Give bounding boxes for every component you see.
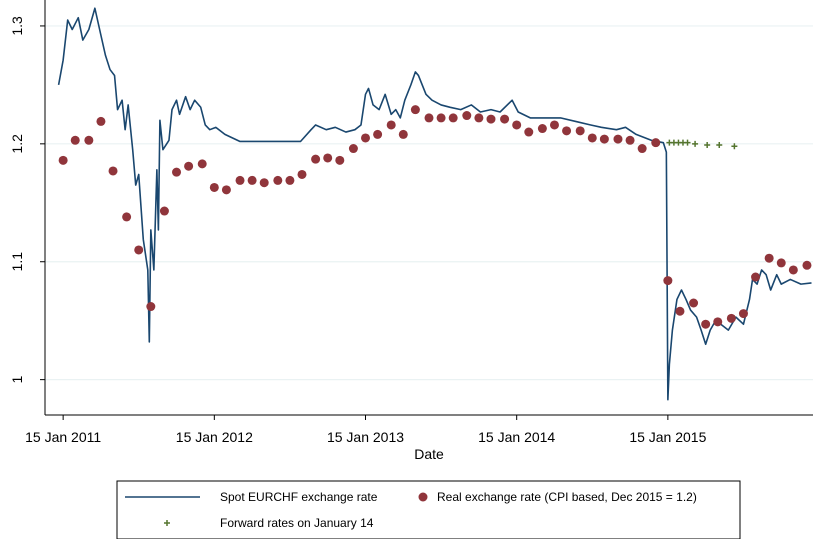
- marker: [273, 175, 283, 185]
- x-tick-label: 15 Jan 2011: [25, 429, 101, 445]
- legend-box: [116, 480, 741, 539]
- marker: [788, 265, 798, 275]
- marker: [689, 298, 699, 308]
- marker: [500, 114, 510, 124]
- marker: [134, 245, 144, 255]
- marker: [146, 302, 156, 312]
- marker: [172, 167, 182, 177]
- marker: [776, 258, 786, 268]
- marker: [108, 166, 118, 176]
- marker: [398, 129, 408, 139]
- marker: [311, 154, 321, 164]
- marker-plus: [716, 142, 723, 149]
- marker: [84, 135, 94, 145]
- marker: [70, 135, 80, 145]
- x-axis-label: Date: [414, 446, 444, 462]
- marker: [474, 113, 484, 123]
- legend-label: Spot EURCHF exchange rate: [220, 490, 378, 504]
- marker: [361, 133, 371, 143]
- marker-plus: [684, 139, 691, 146]
- marker: [410, 105, 420, 115]
- marker: [221, 185, 231, 195]
- marker: [701, 319, 711, 329]
- marker-plus: [692, 140, 699, 147]
- x-tick-label: 15 Jan 2013: [327, 429, 404, 445]
- marker: [599, 134, 609, 144]
- x-tick-label: 15 Jan 2012: [176, 429, 253, 445]
- marker: [448, 113, 458, 123]
- marker: [663, 276, 673, 286]
- marker: [651, 138, 661, 148]
- marker: [159, 206, 169, 216]
- marker: [184, 161, 194, 171]
- marker: [751, 272, 761, 282]
- marker: [209, 182, 219, 192]
- x-tick-label: 15 Jan 2015: [629, 429, 706, 445]
- marker: [716, 142, 723, 149]
- marker: [122, 212, 132, 222]
- legend-label: Real exchange rate (CPI based, Dec 2015 …: [437, 490, 697, 504]
- marker: [418, 492, 428, 502]
- marker: [562, 126, 572, 136]
- marker: [637, 144, 647, 154]
- marker: [549, 120, 559, 130]
- y-tick-label: 1.1: [9, 252, 25, 272]
- marker: [486, 114, 496, 124]
- marker: [625, 135, 635, 145]
- marker: [247, 175, 257, 185]
- marker: [537, 124, 547, 134]
- marker: [96, 116, 106, 126]
- marker: [692, 140, 699, 147]
- marker: [235, 175, 245, 185]
- marker: [764, 253, 774, 263]
- marker-plus: [164, 520, 170, 526]
- marker: [704, 142, 711, 149]
- marker: [436, 113, 446, 123]
- marker: [58, 155, 68, 165]
- spot-line: [57, 7, 812, 401]
- marker: [386, 120, 396, 130]
- marker-plus: [731, 143, 738, 150]
- marker: [713, 317, 723, 327]
- marker: [285, 175, 295, 185]
- marker: [802, 260, 812, 270]
- marker-plus: [704, 142, 711, 149]
- marker: [675, 306, 685, 316]
- marker: [323, 153, 333, 163]
- marker: [613, 134, 623, 144]
- marker: [524, 127, 534, 137]
- marker: [335, 155, 345, 165]
- x-tick-label: 15 Jan 2014: [478, 429, 555, 445]
- marker: [575, 126, 585, 136]
- marker: [373, 129, 383, 139]
- marker: [424, 113, 434, 123]
- marker: [684, 139, 691, 146]
- marker: [731, 143, 738, 150]
- marker: [738, 309, 748, 319]
- marker: [197, 159, 207, 169]
- marker: [164, 520, 170, 526]
- y-tick-label: 1.3: [9, 16, 25, 36]
- marker: [297, 169, 307, 179]
- y-tick-label: 1.2: [9, 134, 25, 154]
- marker: [587, 133, 597, 143]
- marker: [348, 144, 358, 154]
- legend-label: Forward rates on January 14: [220, 516, 374, 530]
- marker: [462, 111, 472, 121]
- y-tick-label: 1: [9, 376, 25, 384]
- marker: [259, 178, 269, 188]
- marker: [726, 313, 736, 323]
- marker: [512, 120, 522, 130]
